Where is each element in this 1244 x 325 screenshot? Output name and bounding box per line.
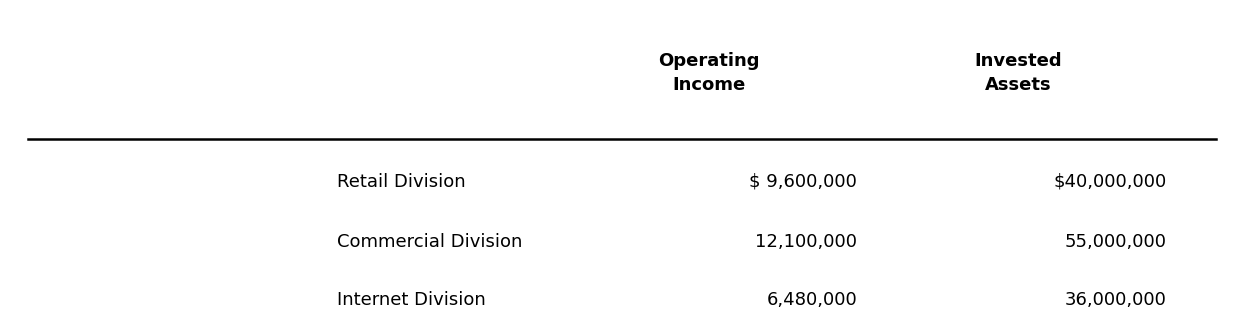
Text: 6,480,000: 6,480,000: [766, 291, 857, 309]
Text: 55,000,000: 55,000,000: [1065, 233, 1167, 251]
Text: Retail Division: Retail Division: [337, 173, 465, 191]
Text: $ 9,600,000: $ 9,600,000: [749, 173, 857, 191]
Text: Internet Division: Internet Division: [337, 291, 486, 309]
Text: Invested
Assets: Invested Assets: [974, 52, 1062, 94]
Text: 36,000,000: 36,000,000: [1065, 291, 1167, 309]
Text: $40,000,000: $40,000,000: [1054, 173, 1167, 191]
Text: Operating
Income: Operating Income: [658, 52, 759, 94]
Text: 12,100,000: 12,100,000: [755, 233, 857, 251]
Text: Commercial Division: Commercial Division: [337, 233, 522, 251]
